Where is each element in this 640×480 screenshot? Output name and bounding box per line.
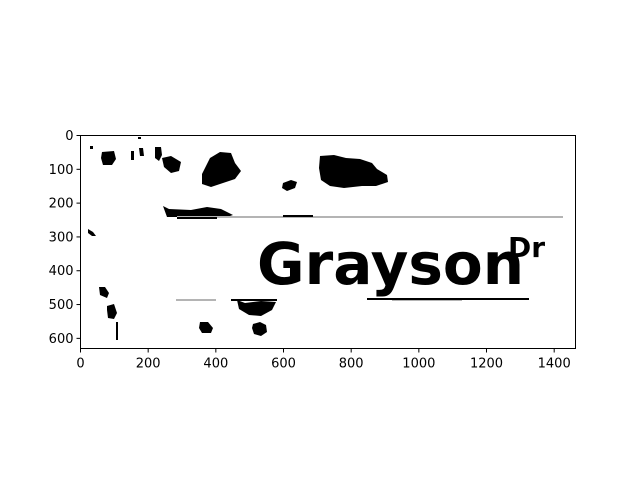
speck-blob: [131, 151, 134, 160]
y-tick-label: 0: [65, 129, 73, 144]
x-tick-label: 0: [76, 357, 84, 372]
speck-blob: [116, 322, 118, 340]
speck-blob: [139, 148, 144, 156]
speck-blob: [107, 304, 117, 319]
y-tick-label: 100: [49, 163, 74, 178]
speck-blob: [202, 152, 241, 187]
speck-blob: [138, 137, 141, 139]
y-axis: 0 100 200 300 400 500 600: [49, 129, 81, 347]
speck-blob: [252, 322, 267, 336]
x-axis: 0 200 400 600 800 1000 1200 1400: [76, 348, 571, 372]
x-tick-label: 400: [203, 357, 228, 372]
x-tick-label: 200: [136, 357, 161, 372]
y-tick-label: 200: [49, 197, 74, 212]
top-border-dark: [283, 215, 313, 217]
bottom-border-line: [176, 299, 216, 301]
street-name: Grayson: [257, 230, 524, 298]
speck-blob: [99, 287, 109, 298]
speck-blob: [155, 147, 162, 161]
x-tick-label: 600: [271, 357, 296, 372]
speck-blob: [237, 300, 276, 316]
bottom-border-dark: [231, 299, 277, 301]
speck-blob: [199, 322, 213, 333]
x-tick-label: 1400: [538, 357, 571, 372]
street-suffix: Dr: [508, 231, 545, 264]
y-tick-label: 600: [49, 332, 74, 347]
speck-blob: [319, 155, 388, 188]
x-tick-label: 1000: [402, 357, 435, 372]
speck-blob: [101, 151, 116, 165]
bottom-border-gray: [392, 300, 462, 301]
speck-blob: [88, 229, 96, 236]
speck-blob: [162, 156, 181, 173]
speck-blob: [90, 146, 93, 149]
y-tick-label: 300: [49, 230, 74, 245]
bottom-border-dark: [367, 298, 529, 300]
y-tick-label: 500: [49, 298, 74, 313]
x-tick-label: 800: [339, 357, 364, 372]
sign-border-lines: [176, 215, 563, 301]
y-tick-label: 400: [49, 264, 74, 279]
top-border-dark: [177, 217, 217, 219]
speck-blob: [163, 206, 233, 217]
top-border-line: [177, 216, 563, 218]
speck-blob: [282, 180, 297, 191]
x-tick-label: 1200: [470, 357, 503, 372]
thresholded-image: [88, 137, 388, 340]
